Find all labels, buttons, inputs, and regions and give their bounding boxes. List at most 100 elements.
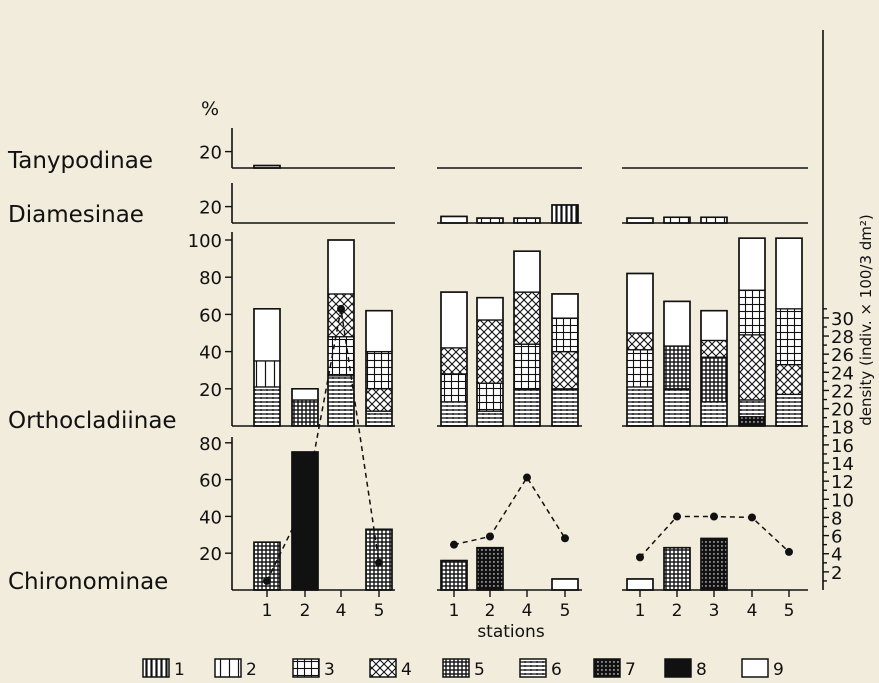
bar-segment-orthocladiinae-g3-s3-3 (700, 339, 728, 358)
y-right-tick-label-18: 18 (831, 418, 854, 439)
density-point-g3-s5 (785, 547, 793, 556)
bar-segment-orthocladiinae-g1-s1-3 (253, 308, 281, 362)
y-tick-label-orthocladiinae-60: 60 (199, 305, 222, 326)
bar-segment-orthocladiinae-g2-s4-2 (513, 343, 541, 390)
x-tick-label-g3-2: 2 (672, 601, 683, 621)
bar-segment-diamesinae-g2-s1-1 (440, 215, 468, 224)
panel-label-chironominae: Chironominae (8, 569, 168, 595)
y-right-tick-label-8: 8 (831, 508, 842, 529)
bar-segment-orthocladiinae-g3-s2-3 (663, 300, 691, 347)
y-right-tick-label-4: 4 (831, 545, 842, 566)
legend-swatch-5 (442, 658, 470, 678)
density-point-g3-s3 (710, 512, 718, 521)
y-tick-label-chironominae-20: 20 (199, 544, 222, 565)
bar-segment-orthocladiinae-g3-s3-2 (700, 356, 728, 403)
density-line-group-2 (453, 476, 566, 546)
bar-segment-orthocladiinae-g3-s5-2 (775, 363, 803, 396)
bar-segment-orthocladiinae-g2-s5-3 (551, 317, 579, 353)
bar-segment-orthocladiinae-g2-s2-2 (476, 382, 504, 412)
legend-label-5: 5 (474, 660, 485, 680)
density-point-g3-s4 (748, 513, 756, 522)
bar-segment-orthocladiinae-g2-s2-1 (476, 410, 504, 427)
legend-label-2: 2 (246, 660, 257, 680)
x-tick-label-g3-5: 5 (784, 601, 795, 621)
bar-segment-orthocladiinae-g3-s4-5 (738, 237, 766, 291)
bar-segment-diamesinae-g3-s3-1 (700, 216, 728, 224)
y-right-tick-label-2: 2 (831, 563, 842, 584)
legend-label-4: 4 (401, 660, 412, 680)
y-tick-label-orthocladiinae-100: 100 (188, 231, 222, 252)
legend-swatch-7 (593, 658, 621, 678)
legend-swatch-6 (519, 658, 547, 678)
y-right-tick-label-24: 24 (831, 363, 854, 384)
density-point-g2-s2 (486, 532, 494, 541)
bar-segment-orthocladiinae-g2-s4-4 (513, 250, 541, 293)
bar-segment-orthocladiinae-g3-s4-1 (738, 416, 766, 427)
y-tick-label-orthocladiinae-80: 80 (199, 268, 222, 289)
legend-swatch-4 (369, 658, 397, 678)
y-right-tick-label-20: 20 (831, 400, 854, 421)
y-right-tick-label-14: 14 (831, 454, 854, 475)
bar-segment-orthocladiinae-g2-s5-1 (551, 388, 579, 427)
bar-segment-orthocladiinae-g1-s1-2 (253, 360, 281, 388)
bar-segment-diamesinae-g3-s2-1 (663, 216, 691, 224)
y-tick-label-tanypodinae-20: 20 (199, 143, 222, 164)
y-tick-label-orthocladiinae-20: 20 (199, 380, 222, 401)
density-point-g1-s2 (301, 498, 309, 507)
bar-segment-orthocladiinae-g3-s3-1 (700, 401, 728, 427)
legend-swatch-1 (142, 658, 170, 678)
bar-segment-chironominae-g2-s5-1 (551, 578, 579, 591)
x-tick-label-g1-2: 2 (300, 601, 311, 621)
density-point-g1-s1 (263, 576, 271, 585)
legend-swatch-2 (214, 658, 242, 678)
bar-segment-orthocladiinae-g3-s5-1 (775, 393, 803, 427)
bar-segment-orthocladiinae-g1-s5-2 (365, 388, 393, 412)
legend-swatch-9 (741, 658, 769, 678)
legend-label-7: 7 (625, 660, 636, 680)
density-point-g3-s1 (636, 553, 644, 562)
bar-segment-orthocladiinae-g3-s2-1 (663, 388, 691, 427)
y-right-tick-label-26: 26 (831, 345, 854, 366)
panel-label-diamesinae: Diamesinae (8, 202, 144, 228)
bar-segment-chironominae-g3-s3-1 (700, 537, 728, 591)
x-tick-label-g2-4: 4 (522, 601, 533, 621)
panel-label-orthocladiinae: Orthocladiinae (8, 408, 177, 434)
bar-segment-orthocladiinae-g2-s1-3 (440, 347, 468, 375)
y-tick-label-chironominae-60: 60 (199, 471, 222, 492)
bar-segment-orthocladiinae-g2-s1-4 (440, 291, 468, 349)
x-tick-label-g3-3: 3 (709, 601, 720, 621)
bar-segment-orthocladiinae-g3-s3-4 (700, 310, 728, 342)
x-tick-label-g1-4: 4 (336, 601, 347, 621)
bar-segment-orthocladiinae-g3-s4-3 (738, 334, 766, 401)
density-point-g2-s5 (561, 534, 569, 543)
bar-segment-orthocladiinae-g3-s1-4 (626, 272, 654, 334)
bar-segment-orthocladiinae-g1-s2-1 (291, 399, 319, 427)
y-right-tick-label-30: 30 (831, 309, 854, 330)
x-tick-label-g2-1: 1 (449, 601, 460, 621)
bar-segment-orthocladiinae-g3-s4-4 (738, 289, 766, 336)
bar-segment-chironominae-g3-s1-1 (626, 578, 654, 591)
bar-segment-orthocladiinae-g2-s5-2 (551, 350, 579, 390)
bar-segment-orthocladiinae-g3-s1-1 (626, 386, 654, 427)
bar-segment-orthocladiinae-g3-s5-3 (775, 308, 803, 366)
bar-segment-orthocladiinae-g2-s2-4 (476, 297, 504, 321)
bar-segment-orthocladiinae-g2-s1-1 (440, 401, 468, 427)
bar-segment-orthocladiinae-g2-s4-3 (513, 291, 541, 345)
bar-segment-orthocladiinae-g2-s1-2 (440, 373, 468, 403)
bar-segment-orthocladiinae-g3-s1-2 (626, 349, 654, 388)
panel-label-tanypodinae: Tanypodinae (7, 148, 153, 174)
legend-swatch-8 (664, 658, 692, 678)
density-point-g1-s5 (375, 558, 383, 567)
bar-segment-orthocladiinae-g1-s1-1 (253, 386, 281, 427)
bar-segment-orthocladiinae-g1-s4-3 (327, 293, 355, 338)
bar-segment-orthocladiinae-g1-s5-1 (365, 410, 393, 427)
x-tick-label-g2-2: 2 (485, 601, 496, 621)
x-tick-label-g1-1: 1 (262, 601, 273, 621)
legend-label-6: 6 (551, 660, 562, 680)
y-right-tick-label-6: 6 (831, 527, 842, 548)
density-point-g3-s2 (673, 512, 681, 521)
density-point-g2-s1 (450, 540, 458, 549)
legend-label-9: 9 (773, 660, 784, 680)
density-line-group-1 (266, 308, 380, 582)
